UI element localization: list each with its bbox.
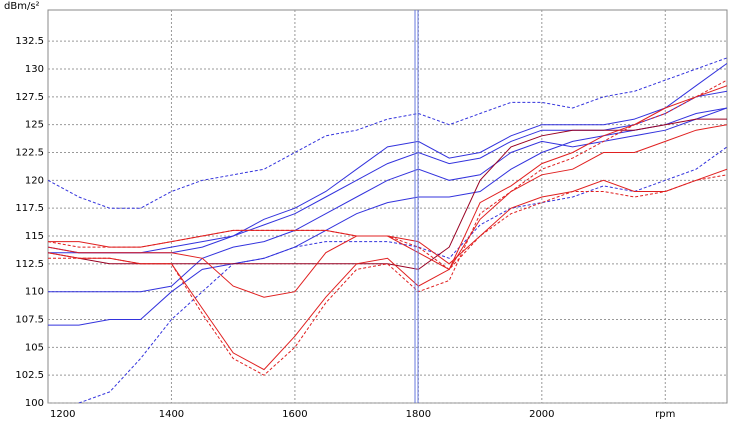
series-line bbox=[48, 107, 727, 326]
plot-area bbox=[47, 9, 728, 404]
y-tick-label: 132.5 bbox=[15, 36, 44, 47]
y-tick-label: 105 bbox=[25, 342, 44, 353]
y-tick-label: 112.5 bbox=[15, 259, 44, 270]
y-tick-label: 115 bbox=[25, 231, 44, 242]
y-tick-label: 127.5 bbox=[15, 92, 44, 103]
series-line bbox=[48, 90, 727, 254]
x-tick-label: 1400 bbox=[159, 409, 184, 420]
y-tick-label: 125 bbox=[25, 120, 44, 131]
x-tick-label: rpm bbox=[655, 409, 675, 420]
x-tick-label: 1800 bbox=[406, 409, 431, 420]
y-tick-label: 130 bbox=[25, 64, 44, 75]
series-line bbox=[48, 174, 727, 271]
series-line bbox=[48, 57, 727, 209]
x-tick-label: 1200 bbox=[50, 409, 75, 420]
x-tick-label: 2000 bbox=[529, 409, 554, 420]
x-tick-label: 1600 bbox=[282, 409, 307, 420]
y-tick-label: 122.5 bbox=[15, 148, 44, 159]
y-tick-label: 117.5 bbox=[15, 203, 44, 214]
y-tick-label: 100 bbox=[25, 398, 44, 409]
series-line bbox=[48, 107, 727, 293]
series-line bbox=[48, 85, 727, 371]
y-tick-label: 102.5 bbox=[15, 370, 44, 381]
y-tick-label: 107.5 bbox=[15, 315, 44, 326]
y-tick-label: 110 bbox=[25, 287, 44, 298]
y-tick-label: 120 bbox=[25, 175, 44, 186]
y-axis-label: dBm/s² bbox=[4, 1, 40, 12]
